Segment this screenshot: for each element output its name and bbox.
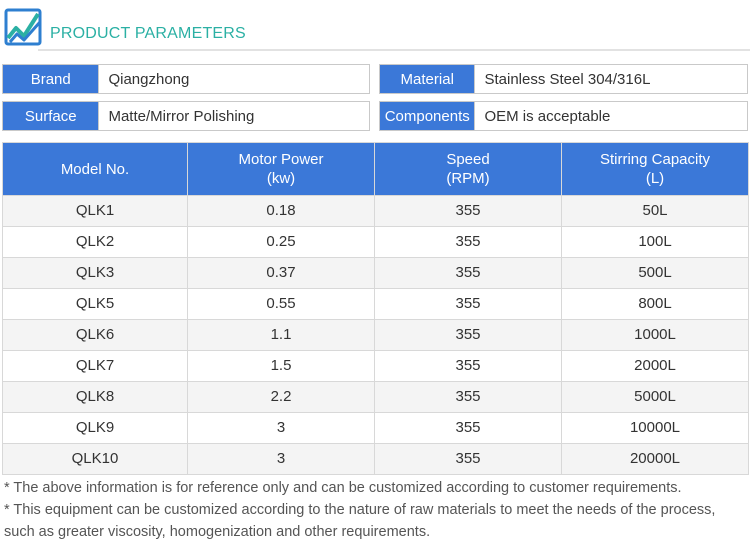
table-cell: 2.2 [187, 381, 375, 413]
table-cell: 1.5 [187, 350, 375, 382]
table-cell: 0.55 [187, 288, 375, 320]
column-header: Model No. [2, 142, 188, 196]
table-cell: 355 [374, 288, 562, 320]
table-row: QLK7 1.5 355 2000L [2, 350, 749, 382]
header-divider [38, 49, 750, 51]
table-row: QLK1 0.18 355 50L [2, 195, 749, 227]
table-cell: QLK8 [2, 381, 188, 413]
column-header-line2: (kw) [266, 170, 296, 187]
section-header: PRODUCT PARAMETERS [0, 0, 750, 60]
square-wave-logo-icon [4, 8, 42, 46]
column-header-line1: Speed [446, 151, 490, 168]
table-cell: 500L [561, 257, 749, 289]
page-title: PRODUCT PARAMETERS [50, 25, 246, 42]
column-header-line1: Model No. [60, 160, 130, 178]
table-cell: 355 [374, 350, 562, 382]
spec-value-surface: Matte/Mirror Polishing [98, 102, 369, 130]
spec-label-brand: Brand [3, 65, 99, 93]
table-row: QLK8 2.2 355 5000L [2, 381, 749, 413]
table-cell: 100L [561, 226, 749, 258]
table-cell: 355 [374, 381, 562, 413]
column-header: Stirring Capacity (L) [561, 142, 749, 196]
spec-label-components: Components [380, 102, 475, 130]
table-cell: 0.37 [187, 257, 375, 289]
spec-surface: Surface Matte/Mirror Polishing [2, 101, 370, 131]
table-cell: QLK9 [2, 412, 188, 444]
table-cell: 20000L [561, 443, 749, 475]
table-cell: QLK10 [2, 443, 188, 475]
column-header-line1: Motor Power [238, 151, 324, 168]
table-cell: 1.1 [187, 319, 375, 351]
spec-value-material: Stainless Steel 304/316L [474, 65, 747, 93]
table-cell: 2000L [561, 350, 749, 382]
notes: * The above information is for reference… [4, 477, 750, 543]
table-cell: 5000L [561, 381, 749, 413]
spec-label-material: Material [380, 65, 475, 93]
parameters-table: Model No. Motor Power (kw) Speed (RPM) Sti… [2, 142, 749, 475]
column-header-line2: (L) [645, 170, 665, 187]
table-cell: QLK5 [2, 288, 188, 320]
note-text: * The above information is for reference… [4, 480, 682, 496]
table-row: QLK3 0.37 355 500L [2, 257, 749, 289]
spec-value-brand: Qiangzhong [98, 65, 369, 93]
table-row: QLK6 1.1 355 1000L [2, 319, 749, 351]
table-cell: 355 [374, 412, 562, 444]
table-cell: QLK1 [2, 195, 188, 227]
table-row: QLK2 0.25 355 100L [2, 226, 749, 258]
table-cell: 355 [374, 226, 562, 258]
table-cell: QLK6 [2, 319, 188, 351]
column-header: Motor Power (kw) [187, 142, 375, 196]
column-header: Speed (RPM) [374, 142, 562, 196]
table-cell: 355 [374, 195, 562, 227]
table-cell: 10000L [561, 412, 749, 444]
table-cell: 50L [561, 195, 749, 227]
note-text: * This equipment can be customized accor… [4, 502, 716, 540]
table-row: QLK10 3 355 20000L [2, 443, 749, 475]
spec-brand: Brand Qiangzhong [2, 64, 370, 94]
table-header-row: Model No. Motor Power (kw) Speed (RPM) Sti… [2, 142, 749, 196]
table-cell: 3 [187, 412, 375, 444]
spec-components: Components OEM is acceptable [379, 101, 748, 131]
spec-material: Material Stainless Steel 304/316L [379, 64, 748, 94]
table-cell: QLK3 [2, 257, 188, 289]
column-header-line1: Stirring Capacity [599, 151, 711, 168]
table-row: QLK9 3 355 10000L [2, 412, 749, 444]
table-cell: 0.25 [187, 226, 375, 258]
table-cell: 355 [374, 257, 562, 289]
table-cell: 800L [561, 288, 749, 320]
table-cell: 355 [374, 443, 562, 475]
table-cell: 0.18 [187, 195, 375, 227]
table-row: QLK5 0.55 355 800L [2, 288, 749, 320]
table-cell: QLK7 [2, 350, 188, 382]
table-cell: 3 [187, 443, 375, 475]
table-cell: 1000L [561, 319, 749, 351]
table-cell: 355 [374, 319, 562, 351]
spec-label-surface: Surface [3, 102, 99, 130]
table-cell: QLK2 [2, 226, 188, 258]
spec-value-components: OEM is acceptable [474, 102, 747, 130]
column-header-line2: (RPM) [446, 170, 490, 187]
